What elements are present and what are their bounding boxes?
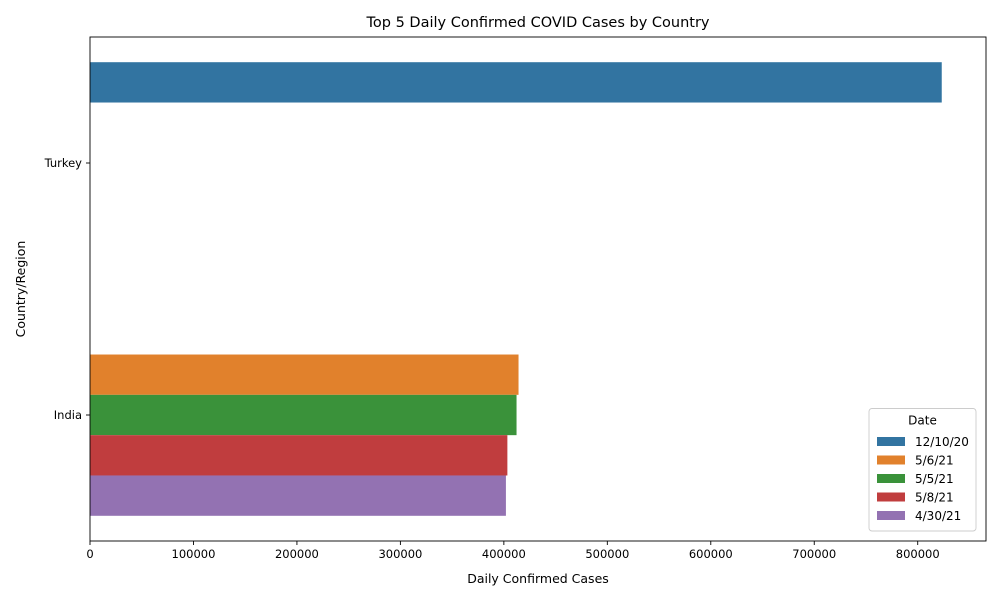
y-axis-ticks: Turkey India — [44, 156, 90, 422]
legend-swatch — [877, 437, 905, 446]
legend-entry-label: 5/5/21 — [915, 472, 954, 486]
legend-swatch — [877, 511, 905, 520]
bar-india-4-30-21 — [90, 475, 506, 516]
x-axis-label: Daily Confirmed Cases — [467, 571, 609, 586]
legend-entry-label: 4/30/21 — [915, 509, 961, 523]
x-tick-label: 200000 — [275, 547, 319, 561]
x-tick-label: 400000 — [482, 547, 526, 561]
x-tick-label: 0 — [86, 547, 93, 561]
x-tick-label: 700000 — [792, 547, 836, 561]
plot-frame — [89, 36, 987, 542]
legend-entry-label: 5/6/21 — [915, 454, 954, 468]
x-tick-label: 500000 — [585, 547, 629, 561]
bar-turkey-12-10-20 — [90, 62, 942, 103]
bar-india-5-8-21 — [90, 435, 508, 476]
x-tick-label: 100000 — [172, 547, 216, 561]
bar-india-5-5-21 — [90, 394, 517, 436]
bar-india-5-6-21 — [90, 354, 519, 395]
legend-entry-label: 5/8/21 — [915, 491, 954, 505]
y-tick-label: Turkey — [44, 156, 83, 170]
chart-title: Top 5 Daily Confirmed COVID Cases by Cou… — [366, 15, 710, 31]
legend: Date 12/10/20 5/6/21 5/5/21 5/8/21 4/30/21 — [868, 408, 977, 532]
x-tick-label: 300000 — [378, 547, 422, 561]
legend-title: Date — [908, 414, 937, 428]
x-axis-ticks: 0 100000 200000 300000 400000 500000 600000 700… — [86, 541, 940, 561]
legend-swatch — [877, 455, 905, 465]
y-tick-label: India — [54, 408, 82, 422]
legend-entry-label: 12/10/20 — [915, 435, 969, 449]
x-tick-label: 600000 — [689, 547, 733, 561]
bars-group — [90, 62, 942, 516]
x-tick-label: 800000 — [896, 547, 940, 561]
legend-swatch — [877, 474, 905, 483]
legend-swatch — [877, 492, 905, 502]
y-axis-label: Country/Region — [13, 241, 28, 338]
